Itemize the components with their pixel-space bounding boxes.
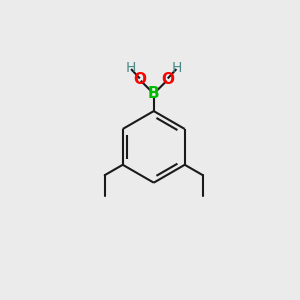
Text: B: B	[148, 86, 160, 101]
Text: H: H	[171, 61, 182, 75]
Text: O: O	[161, 72, 174, 87]
Text: O: O	[134, 72, 146, 87]
Text: H: H	[126, 61, 136, 75]
